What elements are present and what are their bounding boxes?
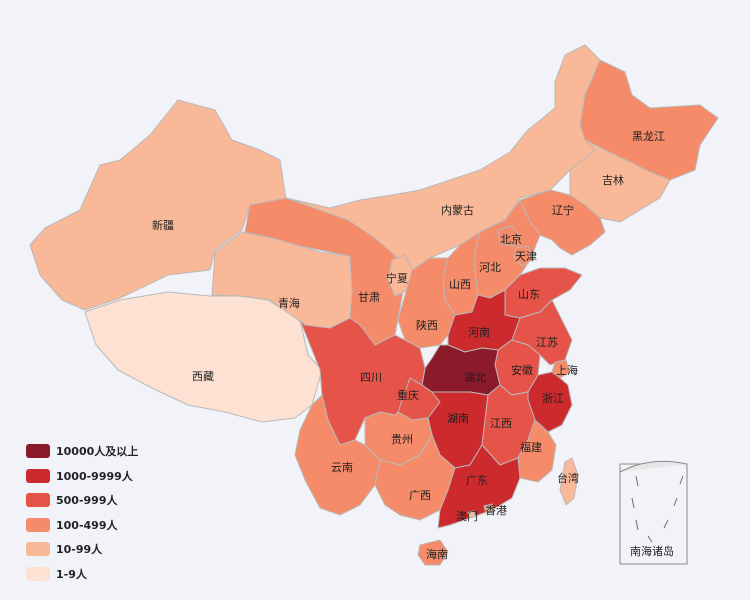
province-heilongjiang[interactable] bbox=[579, 59, 719, 181]
legend-item: 500-999人 bbox=[26, 488, 138, 513]
legend-swatch bbox=[26, 493, 50, 508]
legend-label: 10-99人 bbox=[56, 543, 103, 557]
label-fujian: 福建 bbox=[520, 440, 542, 454]
legend-item: 10-99人 bbox=[26, 537, 138, 562]
label-zhejiang: 浙江 bbox=[542, 392, 564, 405]
legend-item: 1-9人 bbox=[26, 562, 138, 587]
province-hainan[interactable] bbox=[417, 539, 449, 566]
legend-label: 1000-9999人 bbox=[56, 469, 133, 483]
legend-swatch bbox=[26, 468, 50, 483]
legend-swatch bbox=[26, 517, 50, 532]
legend-item: 1000-9999人 bbox=[26, 464, 138, 489]
inset-dashes bbox=[631, 475, 684, 543]
label-xizang: 西藏 bbox=[192, 370, 214, 383]
label-tianjin: 天津 bbox=[515, 250, 537, 263]
label-beijing: 北京 bbox=[500, 232, 522, 246]
inset-label: 南海诸岛 bbox=[630, 544, 674, 558]
legend-label: 100-499人 bbox=[56, 518, 118, 532]
label-shanxi: 山西 bbox=[449, 278, 471, 291]
label-shanghai: 上海 bbox=[556, 363, 578, 377]
south-china-sea-inset: 南海诸岛 bbox=[619, 460, 688, 565]
legend-item: 10000人及以上 bbox=[26, 439, 138, 464]
label-liaoning: 辽宁 bbox=[552, 203, 574, 217]
province-hubei[interactable] bbox=[421, 344, 501, 396]
label-guangxi: 广西 bbox=[409, 489, 431, 502]
province-yunnan[interactable] bbox=[294, 394, 381, 516]
province-xinjiang[interactable] bbox=[29, 99, 287, 311]
legend: 10000人及以上 1000-9999人 500-999人 100-499人 1… bbox=[26, 439, 138, 586]
label-gansu: 甘肃 bbox=[358, 291, 380, 304]
legend-swatch bbox=[26, 444, 50, 459]
label-ningxia: 宁夏 bbox=[386, 271, 408, 285]
provinces-layer bbox=[29, 44, 719, 566]
province-shanghai[interactable] bbox=[551, 359, 571, 379]
label-chongqing: 重庆 bbox=[397, 388, 419, 402]
label-hunan: 湖南 bbox=[447, 412, 469, 425]
label-hainan: 海南 bbox=[426, 547, 448, 561]
label-taiwan: 台湾 bbox=[557, 471, 579, 485]
label-jilin: 吉林 bbox=[602, 173, 624, 187]
label-sichuan: 四川 bbox=[360, 371, 382, 384]
province-aomen[interactable] bbox=[467, 510, 476, 519]
label-guangdong: 广东 bbox=[466, 474, 488, 487]
label-guizhou: 贵州 bbox=[391, 433, 413, 446]
province-guangdong[interactable] bbox=[437, 444, 521, 529]
label-shandong: 山东 bbox=[518, 288, 540, 301]
label-hubei: 湖北 bbox=[464, 371, 486, 384]
province-taiwan[interactable] bbox=[559, 457, 579, 506]
province-xianggang[interactable] bbox=[483, 503, 495, 514]
labels-layer: 新疆 西藏 青海 甘肃 内蒙古 黑龙江 吉林 辽宁 北京 天津 河北 山西 宁夏… bbox=[152, 130, 665, 561]
label-anhui: 安徽 bbox=[511, 363, 533, 377]
label-jiangxi: 江西 bbox=[490, 417, 512, 430]
province-jilin[interactable] bbox=[569, 139, 671, 223]
label-shaanxi: 陕西 bbox=[416, 318, 438, 332]
label-neimenggu: 内蒙古 bbox=[441, 203, 474, 217]
province-xizang[interactable] bbox=[84, 291, 323, 423]
legend-swatch bbox=[26, 566, 50, 581]
label-xinjiang: 新疆 bbox=[152, 218, 174, 232]
legend-label: 1-9人 bbox=[56, 567, 87, 581]
inset-coast bbox=[619, 460, 688, 473]
label-hebei: 河北 bbox=[479, 261, 501, 274]
label-qinghai: 青海 bbox=[278, 296, 300, 310]
province-beijing[interactable] bbox=[497, 225, 521, 247]
label-xianggang: 香港 bbox=[485, 504, 507, 517]
legend-label: 10000人及以上 bbox=[56, 445, 139, 459]
legend-item: 100-499人 bbox=[26, 513, 138, 538]
label-yunnan: 云南 bbox=[331, 461, 353, 474]
label-jiangsu: 江苏 bbox=[536, 336, 558, 349]
legend-label: 500-999人 bbox=[56, 494, 118, 508]
province-tianjin[interactable] bbox=[513, 245, 533, 267]
label-heilongjiang: 黑龙江 bbox=[632, 130, 665, 143]
label-aomen: 澳门 bbox=[456, 509, 478, 523]
label-henan: 河南 bbox=[468, 326, 490, 339]
legend-swatch bbox=[26, 542, 50, 557]
